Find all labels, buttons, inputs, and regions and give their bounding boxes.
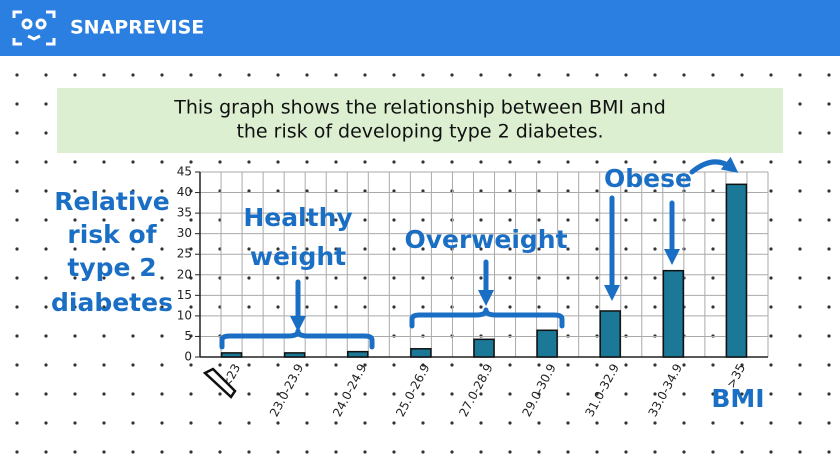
y-tick-label: 25	[177, 247, 192, 261]
annotation: Healthy	[243, 203, 352, 232]
logo-icon	[12, 10, 56, 46]
y-tick-label: 15	[177, 288, 192, 302]
arrow	[689, 156, 739, 175]
y-axis-label: type 2	[67, 253, 156, 282]
bar	[725, 183, 748, 358]
bar	[536, 329, 558, 358]
y-tick-label: 10	[177, 308, 192, 322]
y-tick-label: 35	[177, 206, 192, 220]
annotation: Overweight	[404, 225, 567, 254]
header-bar	[0, 0, 840, 56]
caption-box	[57, 88, 783, 153]
bar	[347, 350, 369, 358]
y-axis-label: risk of	[67, 220, 157, 249]
brand: SNAPREVISE	[70, 17, 204, 39]
y-tick-label: 5	[184, 329, 192, 343]
y-tick-label: 30	[177, 226, 192, 240]
pencil-icon	[202, 367, 237, 399]
y-tick-label: 40	[177, 185, 192, 199]
y-axis-label: Relative	[54, 187, 169, 216]
bar	[473, 338, 495, 358]
y-tick-label: 20	[177, 267, 192, 281]
caption-line: the risk of developing type 2 diabetes.	[236, 121, 603, 143]
bar	[599, 310, 621, 358]
bar	[410, 348, 432, 358]
bar	[662, 269, 685, 358]
x-axis-label: BMI	[711, 384, 764, 413]
bar	[220, 352, 243, 358]
annotation: weight	[250, 242, 346, 271]
y-tick-label: 45	[177, 165, 192, 179]
brace	[409, 307, 565, 329]
caption-line: This graph shows the relationship betwee…	[173, 97, 666, 119]
annotation: Obese	[604, 164, 692, 193]
bar	[283, 352, 306, 358]
y-axis-label: diabetes	[51, 288, 173, 317]
y-tick-label: 0	[184, 350, 192, 364]
